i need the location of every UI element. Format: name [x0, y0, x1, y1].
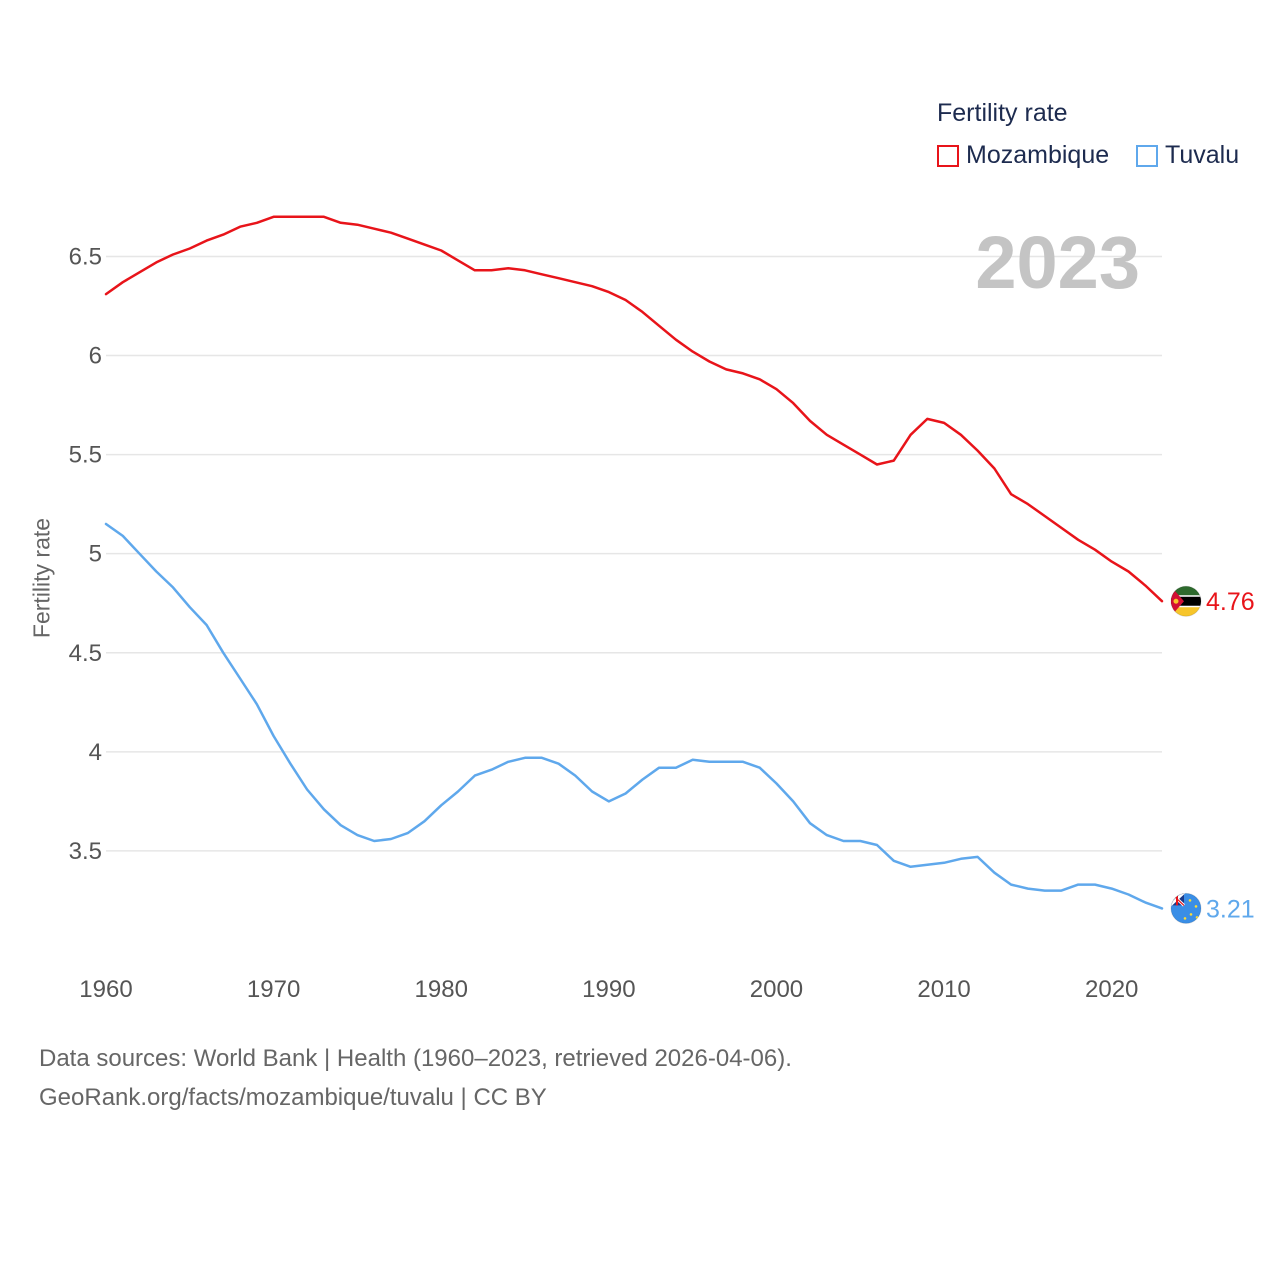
x-tick-label: 2000	[750, 976, 803, 1003]
series-line-mozambique	[104, 215, 1164, 603]
legend-label-mozambique: Mozambique	[966, 141, 1110, 169]
y-tick-label: 5.5	[69, 442, 102, 469]
year-label: 2023	[975, 221, 1140, 304]
y-tick-label: 5	[89, 541, 102, 568]
x-tick-label: 1980	[415, 976, 468, 1003]
attribution-link[interactable]: GeoRank.org/facts/mozambique/tuvalu | CC…	[39, 1084, 547, 1111]
x-tick-label: 1970	[247, 976, 300, 1003]
y-tick-label: 4	[89, 739, 102, 766]
x-axis-ticks: 1960 1970 1980 1990 2000 2010 2020	[79, 976, 1138, 1003]
gridlines	[106, 255, 1162, 852]
legend-label-tuvalu: Tuvalu	[1165, 141, 1240, 169]
x-tick-label: 2010	[917, 976, 970, 1003]
x-tick-label: 2020	[1085, 976, 1138, 1003]
end-markers: 4.76 3.21	[1170, 585, 1255, 924]
x-tick-label: 1960	[79, 976, 132, 1003]
y-tick-label: 3.5	[69, 838, 102, 865]
end-value-label-mozambique: 4.76	[1206, 588, 1255, 616]
legend-item-tuvalu[interactable]: Tuvalu	[1136, 141, 1239, 170]
y-tick-label: 6.5	[69, 243, 102, 270]
y-tick-label: 6	[89, 343, 102, 370]
y-axis-ticks: 3.5 4 4.5 5 5.5 6 6.5	[69, 243, 102, 864]
legend-item-mozambique[interactable]: Mozambique	[937, 141, 1109, 170]
legend-swatch-tuvalu	[1136, 144, 1158, 167]
series-line-tuvalu	[104, 522, 1164, 910]
x-tick-label: 1990	[582, 976, 635, 1003]
y-axis-title: Fertility rate	[28, 517, 55, 639]
end-value-label-tuvalu: 3.21	[1206, 895, 1255, 923]
series-lines	[104, 215, 1164, 910]
y-tick-label: 4.5	[69, 640, 102, 667]
flag-icon-mozambique	[1170, 585, 1202, 617]
legend-title: Fertility rate	[937, 99, 1068, 127]
flag-icon-tuvalu	[1170, 892, 1202, 924]
legend-swatch-mozambique	[937, 144, 959, 167]
data-sources-text: Data sources: World Bank | Health (1960–…	[39, 1045, 792, 1072]
